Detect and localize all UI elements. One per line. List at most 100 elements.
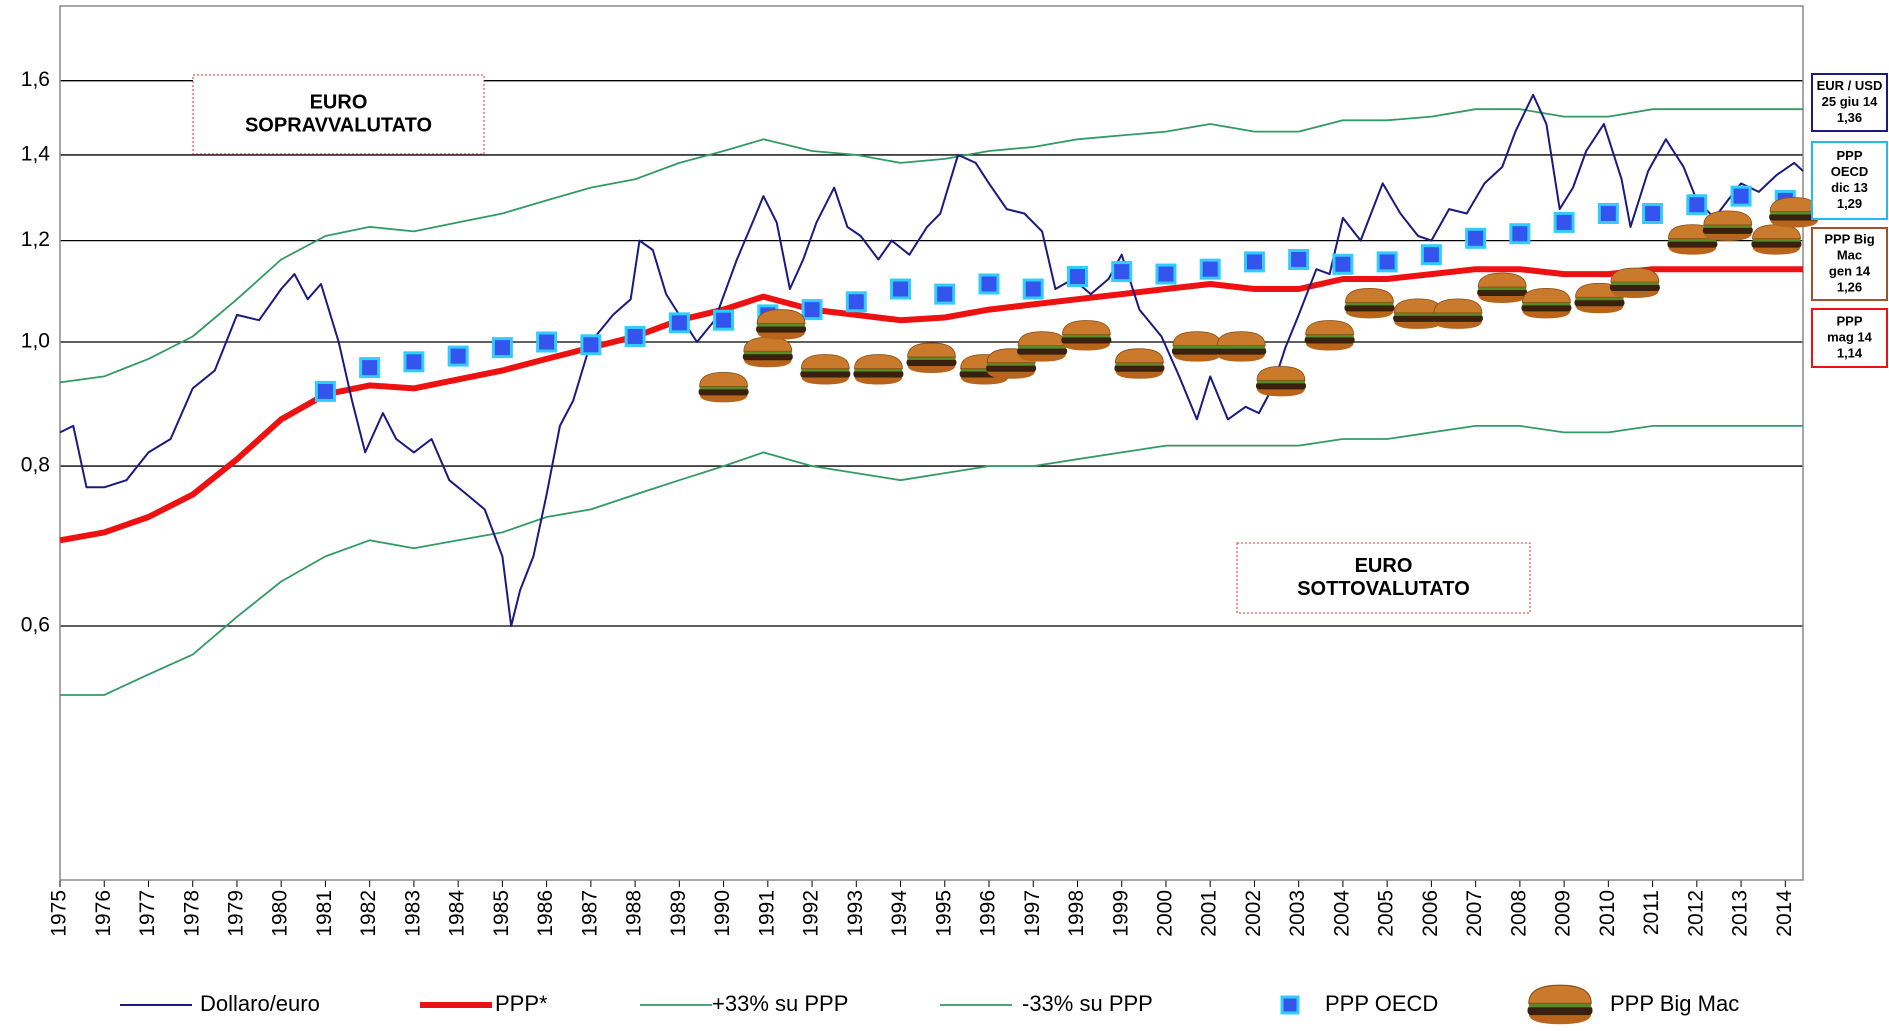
y-tick-label: 1,4 (21, 142, 51, 165)
oecd-point (624, 325, 646, 347)
patty (1702, 226, 1753, 234)
patty (1061, 336, 1112, 344)
lettuce (1770, 211, 1819, 215)
patty (1769, 213, 1820, 221)
patty (1609, 283, 1660, 291)
patty (1667, 240, 1718, 248)
x-tick-label: 1987 (578, 890, 601, 937)
x-tick-label: 1983 (401, 890, 424, 937)
patty (1017, 347, 1068, 355)
bun-bottom (801, 376, 850, 385)
bun-top (800, 354, 850, 369)
oecd-point (491, 337, 513, 359)
lettuce (757, 323, 806, 327)
x-tick-label: 1992 (800, 890, 823, 937)
oecd-point (1509, 223, 1531, 245)
side-label-text: PPP Big (1824, 231, 1874, 246)
bun-top (1305, 320, 1355, 335)
bun-bottom (1575, 305, 1624, 314)
lettuce (1305, 334, 1354, 338)
lettuce (1256, 380, 1305, 384)
x-tick-label: 2014 (1773, 890, 1796, 937)
oecd-point (978, 273, 1000, 295)
x-tick-label: 1998 (1065, 890, 1088, 937)
patty (853, 370, 904, 378)
bun-bottom (1610, 289, 1659, 298)
oecd-point (1332, 253, 1354, 275)
lettuce (854, 368, 903, 372)
x-tick-label: 1982 (357, 890, 380, 937)
side-label-text: EUR / USD (1817, 78, 1883, 93)
oecd-point (1376, 251, 1398, 273)
series-line (59, 93, 1804, 627)
bun-top (1477, 272, 1527, 288)
lettuce (1345, 302, 1394, 306)
x-tick-label: 2010 (1596, 890, 1619, 937)
burger (1769, 197, 1820, 228)
burger (1477, 272, 1528, 304)
side-label-text: 1,36 (1837, 110, 1862, 125)
side-label-text: 25 giu 14 (1822, 94, 1878, 109)
lettuce (1394, 312, 1443, 316)
side-label-box (1811, 227, 1888, 301)
legend-label: Dollaro/euro (200, 991, 320, 1016)
bun-top (1433, 298, 1483, 314)
annotation-text: EURO (1355, 555, 1413, 577)
x-tick-label: 1975 (48, 890, 71, 937)
annotation-box (192, 74, 485, 155)
side-label-text: 1,29 (1837, 196, 1862, 211)
annotation-text: SOPRAVVALUTATO (245, 114, 432, 136)
burger (1702, 210, 1753, 241)
lettuce (743, 351, 792, 355)
lettuce (1575, 297, 1624, 301)
side-label-text: 1,14 (1837, 345, 1863, 360)
lettuce (1752, 238, 1801, 242)
patty (1114, 364, 1165, 372)
bun-bottom (757, 331, 806, 340)
x-tick-label: 2002 (1242, 890, 1265, 937)
side-label-text: PPP (1836, 313, 1862, 328)
oecd-point (934, 283, 956, 305)
side-label-text: dic 13 (1831, 180, 1868, 195)
x-tick-label: 2007 (1463, 890, 1486, 937)
patty (1432, 314, 1483, 322)
oecd-point (1642, 203, 1664, 225)
x-tick-label: 2008 (1507, 890, 1530, 937)
lettuce (1703, 224, 1752, 228)
bun-bottom (699, 394, 748, 403)
bun-top (1061, 320, 1111, 335)
oecd-point (801, 299, 823, 321)
bun-bottom (1217, 353, 1266, 362)
burger (1171, 331, 1222, 362)
y-tick-label: 0,6 (21, 614, 50, 637)
bun-bottom (1522, 310, 1571, 319)
x-tick-label: 1988 (623, 890, 646, 937)
oecd-point (1288, 248, 1310, 270)
x-tick-label: 1993 (844, 890, 867, 937)
burger (1521, 287, 1572, 319)
burger (906, 342, 957, 373)
lettuce (1062, 334, 1111, 338)
series-line (60, 425, 1803, 696)
lettuce (1018, 345, 1067, 349)
bun-top (756, 309, 806, 324)
oecd-point (1022, 278, 1044, 300)
y-tick-label: 1,6 (21, 68, 50, 91)
bun-bottom (854, 376, 903, 385)
oecd-point (536, 331, 558, 353)
legend-swatch (1280, 995, 1300, 1015)
x-tick-label: 2006 (1419, 890, 1442, 937)
x-tick-label: 1999 (1109, 890, 1132, 937)
x-tick-label: 1976 (92, 890, 115, 937)
x-tick-label: 2003 (1286, 890, 1309, 937)
oecd-point (1199, 258, 1221, 280)
oecd-point (668, 312, 690, 334)
burger (1061, 320, 1112, 351)
side-label-text: PPP (1836, 148, 1862, 163)
x-tick-label: 2011 (1640, 890, 1663, 935)
legend-swatch (1527, 984, 1593, 1025)
patty (698, 388, 749, 396)
patty (1521, 304, 1572, 312)
lettuce (1115, 362, 1164, 366)
x-tick-label: 1978 (180, 890, 203, 937)
